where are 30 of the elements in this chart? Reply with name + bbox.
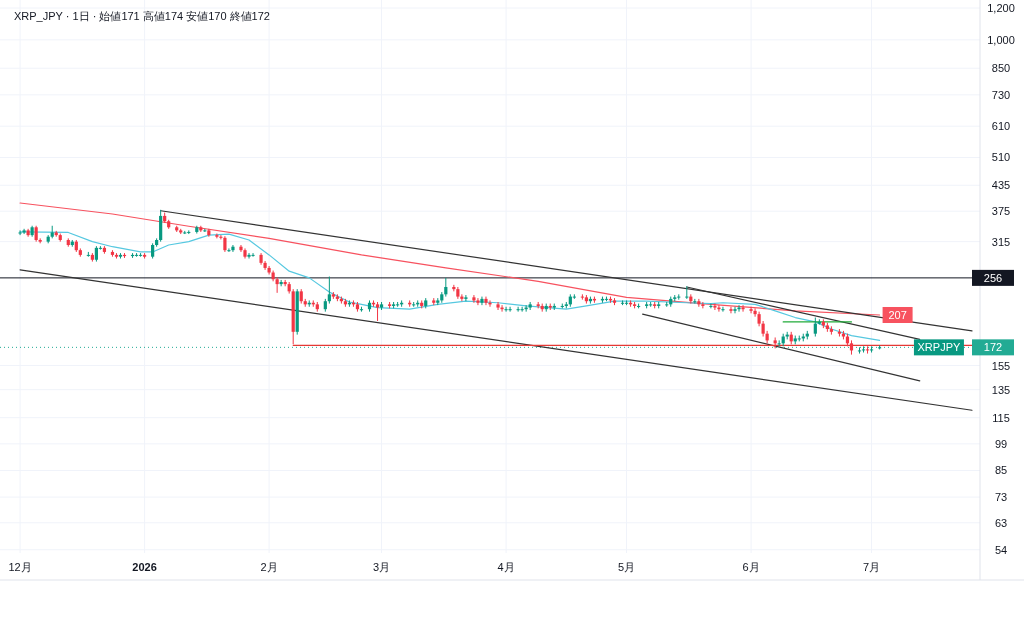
- annotation: XRPJPY: [917, 341, 961, 354]
- y-tick-label: 54: [994, 543, 1008, 556]
- y-tick-label: 155: [991, 359, 1011, 372]
- x-tick-label: 7月: [862, 561, 881, 573]
- y-tick-label: 1,000: [987, 33, 1015, 46]
- y-tick-label: 850: [991, 62, 1011, 75]
- y-tick-label: 85: [994, 464, 1008, 477]
- ref-line-label: 256: [983, 271, 1003, 284]
- x-tick-label: 12月: [8, 561, 32, 573]
- x-tick-label: 6月: [742, 561, 760, 573]
- y-tick-label: 1,200: [987, 2, 1015, 14]
- x-tick-label: 2026: [132, 561, 157, 573]
- y-tick-label: 375: [991, 205, 1011, 218]
- y-tick-label: 63: [994, 516, 1008, 529]
- y-tick-label: 435: [991, 179, 1011, 192]
- x-tick-label: 2月: [260, 561, 278, 573]
- y-tick-label: 315: [991, 235, 1011, 248]
- y-tick-label: 610: [991, 120, 1011, 133]
- y-tick-label: 115: [992, 411, 1010, 424]
- chart-title: XRP_JPY · 1日 · 始値171 高値174 安値170 終値172: [14, 10, 270, 22]
- x-tick-label: 5月: [617, 561, 636, 573]
- x-tick-label: 4月: [497, 561, 515, 573]
- y-tick-label: 730: [991, 88, 1011, 101]
- y-tick-label: 99: [994, 437, 1008, 450]
- ref-line-label: 172: [983, 341, 1003, 354]
- x-tick-label: 3月: [372, 561, 391, 573]
- y-tick-label: 135: [991, 383, 1011, 396]
- y-tick-label: 510: [991, 151, 1011, 164]
- data-label: 207: [888, 309, 907, 321]
- y-tick-label: 73: [994, 491, 1008, 504]
